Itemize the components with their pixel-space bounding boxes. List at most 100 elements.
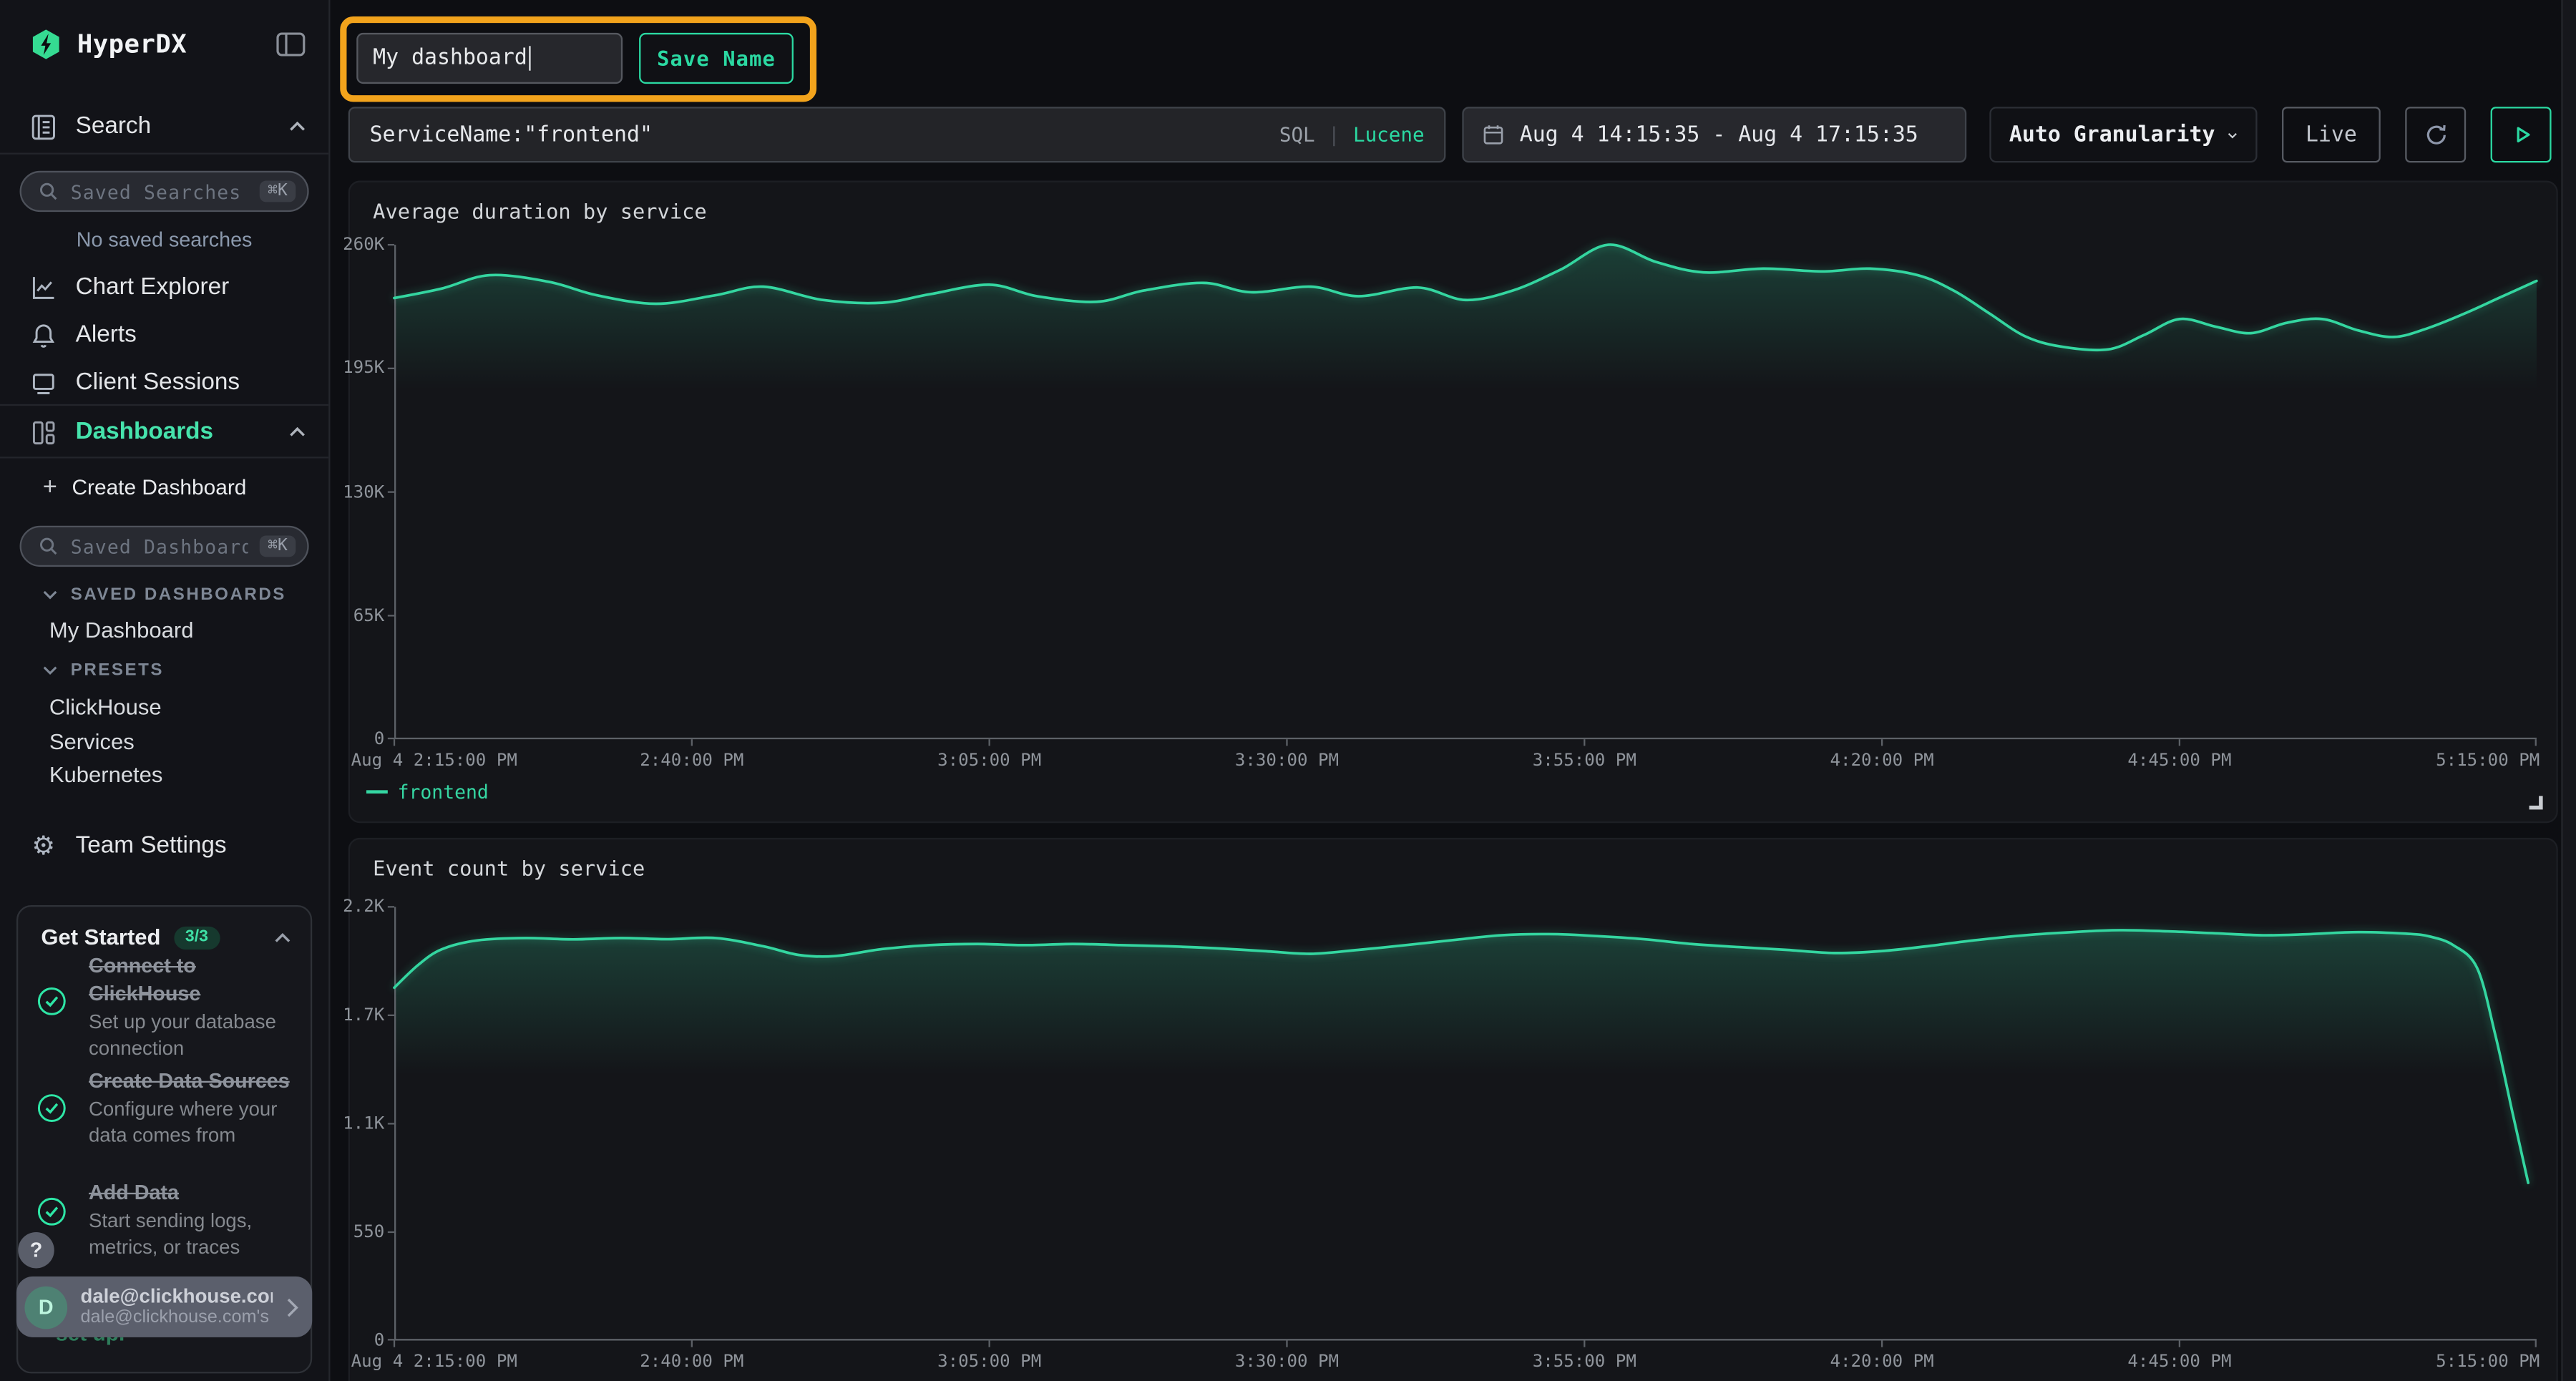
get-started-item-subtitle: Set up your database connection — [88, 1010, 276, 1059]
sidebar-item-label: Dashboards — [75, 419, 214, 446]
no-saved-searches-text: No saved searches — [76, 228, 253, 252]
monitor-icon — [32, 373, 54, 394]
y-axis-label: 195K — [343, 358, 385, 379]
granularity-select[interactable]: Auto Granularity — [1989, 107, 2258, 163]
get-started-item-subtitle: Configure where your data comes from — [88, 1097, 278, 1146]
save-name-button[interactable]: Save Name — [639, 32, 794, 84]
x-axis-label: 4:20:00 PM — [1830, 1352, 1934, 1372]
play-icon — [2516, 127, 2529, 143]
divider — [0, 457, 329, 459]
chevron-up-icon — [290, 121, 305, 131]
x-axis-label: 3:55:00 PM — [1532, 751, 1636, 771]
scrollbar-gutter[interactable] — [2561, 0, 2576, 1381]
presets-group-header[interactable]: PRESETS — [43, 660, 164, 680]
divider — [0, 152, 329, 155]
x-axis-label: Aug 4 2:15:00 PM — [351, 1352, 517, 1372]
sidebar-item-chart-explorer[interactable]: Chart Explorer — [0, 265, 328, 311]
language-divider: | — [1328, 123, 1340, 147]
x-axis-label: 3:55:00 PM — [1532, 1352, 1636, 1372]
chart-panel-event-count: Event count by service 0 550 1.1K 1.7K 2.2K A… — [343, 837, 2558, 1381]
sidebar-item-label: Chart Explorer — [75, 274, 230, 301]
y-axis-label: 65K — [353, 605, 385, 626]
sidebar-item-label: Alerts — [75, 322, 137, 348]
search-journal-icon — [31, 114, 55, 140]
chart-panel-average-duration: Average duration by service 0 65K 130K 195K… — [343, 180, 2558, 824]
refresh-button[interactable] — [2405, 107, 2467, 163]
saved-dashboards-input[interactable]: Saved Dashboards ⌘K — [19, 525, 309, 567]
sidebar-item-alerts[interactable]: Alerts — [0, 312, 328, 358]
search-icon — [40, 182, 57, 200]
dashboard-name-input[interactable]: My dashboard — [356, 32, 623, 84]
preset-item-services[interactable]: Services — [49, 729, 135, 754]
help-button[interactable]: ? — [18, 1231, 54, 1269]
time-range-picker[interactable]: Aug 4 14:15:35 - Aug 4 17:15:35 — [1462, 107, 1967, 163]
chart-plot-area[interactable]: 0 65K 130K 195K 260K Aug 4 2:15:00 PM 2:40:00 … — [343, 235, 2540, 770]
x-axis-label: Aug 4 2:15:00 PM — [351, 751, 517, 771]
get-started-item-title[interactable]: Create Data Sources — [88, 1069, 290, 1093]
resize-handle-icon[interactable] — [2527, 789, 2543, 810]
get-started-item-title[interactable]: Connect to ClickHouse — [88, 954, 201, 1006]
chart-title: Average duration by service — [373, 198, 707, 224]
calendar-icon — [1483, 125, 1503, 145]
user-subtitle: dale@clickhouse.com's — [80, 1307, 269, 1328]
live-button[interactable]: Live — [2282, 107, 2381, 163]
sql-language-toggle[interactable]: SQL — [1279, 123, 1315, 147]
brand-title: HyperDX — [77, 29, 187, 59]
chart-line-icon — [32, 275, 54, 298]
x-axis-label: 5:15:00 PM — [2436, 751, 2540, 771]
saved-dashboard-item[interactable]: My Dashboard — [49, 618, 194, 643]
granularity-value: Auto Granularity — [2009, 122, 2215, 147]
saved-searches-input[interactable]: Saved Searches ⌘K — [19, 170, 309, 213]
divider — [0, 404, 329, 406]
query-text: ServiceName:"frontend" — [369, 122, 653, 147]
y-axis-label: 1.1K — [343, 1113, 385, 1134]
chevron-down-icon — [43, 666, 57, 675]
check-circle-icon — [37, 987, 66, 1015]
run-query-button[interactable] — [2490, 107, 2552, 163]
user-menu[interactable]: D dale@clickhouse.com dale@clickhouse.co… — [16, 1276, 313, 1337]
chevron-down-icon — [43, 590, 57, 600]
saved-dashboards-group-header[interactable]: SAVED DASHBOARDS — [43, 585, 286, 605]
x-axis-label: 4:20:00 PM — [1830, 751, 1934, 771]
x-axis-label: 2:40:00 PM — [640, 751, 744, 771]
y-axis-label: 0 — [374, 1330, 385, 1351]
user-email: dale@clickhouse.com — [80, 1284, 273, 1308]
chart-title: Event count by service — [373, 856, 645, 881]
preset-item-clickhouse[interactable]: ClickHouse — [49, 695, 162, 720]
preset-item-kubernetes[interactable]: Kubernetes — [49, 762, 163, 787]
x-axis-label: 3:30:00 PM — [1234, 1352, 1340, 1372]
x-axis-label: 3:05:00 PM — [937, 1352, 1042, 1372]
chart-svg — [387, 906, 2537, 1347]
gear-icon: ⚙ — [31, 831, 56, 860]
lucene-language-toggle[interactable]: Lucene — [1353, 123, 1425, 147]
search-query-input[interactable]: ServiceName:"frontend" SQL | Lucene — [348, 107, 1446, 163]
sidebar-item-client-sessions[interactable]: Client Sessions — [0, 360, 328, 406]
get-started-item-title[interactable]: Add Data — [88, 1181, 179, 1204]
saved-dashboards-placeholder: Saved Dashboards — [70, 535, 248, 558]
create-dashboard-label: Create Dashboard — [72, 474, 247, 499]
sidebar-item-search[interactable]: Search — [0, 104, 328, 150]
chart-plot-area[interactable]: 0 550 1.1K 1.7K 2.2K Aug 4 2:15:00 PM 2:40:00 … — [343, 897, 2540, 1372]
avatar: D — [24, 1285, 68, 1329]
create-dashboard-button[interactable]: + Create Dashboard — [43, 475, 247, 499]
sidebar-item-team-settings[interactable]: ⚙ Team Settings — [0, 823, 328, 869]
refresh-icon — [2426, 125, 2445, 145]
saved-searches-placeholder: Saved Searches — [70, 180, 242, 203]
y-axis-label: 1.7K — [343, 1005, 385, 1025]
chart-svg — [387, 243, 2538, 746]
sidebar-item-dashboards[interactable]: Dashboards — [0, 409, 328, 455]
x-axis-label: 3:05:00 PM — [937, 751, 1042, 771]
chevron-up-icon[interactable] — [274, 932, 291, 942]
sidebar-item-label: Client Sessions — [75, 369, 240, 396]
x-axis-label: 4:45:00 PM — [2127, 1352, 2232, 1372]
sidebar-collapse-icon[interactable] — [276, 31, 306, 58]
chevron-down-icon — [2228, 132, 2238, 138]
check-circle-icon — [37, 1197, 66, 1226]
bell-icon — [32, 323, 55, 347]
legend-series-label[interactable]: frontend — [397, 780, 489, 804]
sidebar: HyperDX Search Saved Searches ⌘K No save… — [0, 0, 331, 1381]
logo-row: HyperDX — [0, 23, 328, 66]
chart-legend: frontend — [366, 781, 489, 804]
get-started-title: Get Started — [41, 924, 161, 950]
